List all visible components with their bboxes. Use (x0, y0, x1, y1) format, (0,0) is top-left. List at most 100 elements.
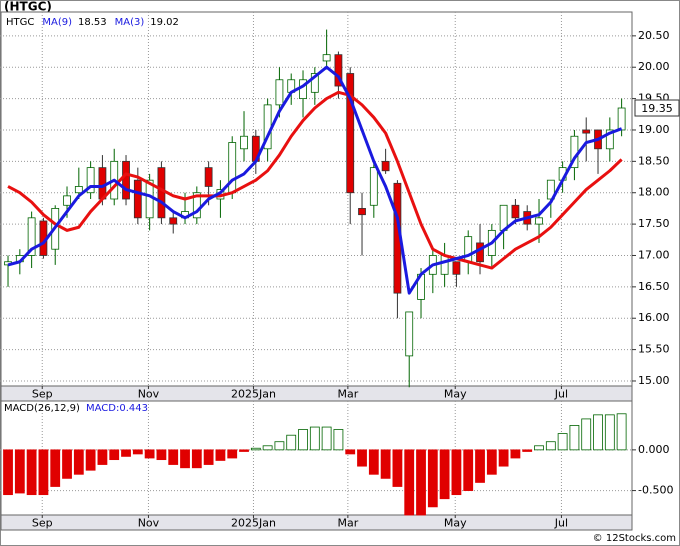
macd-bar (298, 429, 308, 451)
candle-body (122, 160, 130, 200)
legend-value: 18.53 (78, 17, 107, 28)
macd-bar (274, 441, 285, 451)
candle-body (63, 195, 71, 206)
macd-bar (368, 449, 379, 475)
macd-bar (380, 449, 391, 479)
price-tag-box (634, 99, 680, 117)
y-tick-label: 20.50 (638, 29, 670, 42)
x-tick-label: May (444, 388, 467, 401)
macd-bar (534, 445, 544, 451)
candle-body (192, 192, 201, 219)
macd-bar (227, 449, 238, 459)
macd-bar (439, 449, 450, 500)
x-tick-label: 2025Jan (231, 517, 276, 530)
plot-area (0, 11, 633, 387)
candle-body (157, 167, 166, 219)
y-tick-label: 19.00 (638, 123, 670, 136)
macd-bar (581, 418, 592, 451)
macd-bar (215, 449, 226, 461)
macd-bar (3, 449, 13, 496)
candle-body (334, 54, 343, 87)
moving-average-line (7, 90, 623, 270)
macd-bar (357, 449, 367, 467)
macd-title: MACD(26,12,9) (4, 403, 80, 414)
macd-readout: MACD:0.443 (86, 403, 148, 414)
chart-title: (HTGC) (4, 0, 52, 14)
macd-bar (593, 414, 603, 451)
macd-bar (321, 426, 332, 451)
candle-body (27, 217, 36, 256)
candle-body (204, 167, 213, 187)
macd-bar (38, 449, 49, 496)
y-tick-label: 17.50 (638, 217, 670, 230)
candle-body (617, 107, 626, 131)
macd-bar (97, 449, 108, 465)
candle-body (228, 142, 237, 194)
y-tick-label: 18.50 (638, 154, 670, 167)
y-tick-label: 0.000 (638, 443, 670, 456)
legend-name: MA(3) (115, 17, 145, 28)
macd-bar (262, 445, 273, 451)
candle-body (346, 73, 355, 194)
x-tick-label: Sep (32, 517, 53, 530)
candle-body (86, 167, 95, 194)
plot-area (0, 400, 633, 516)
candle-body (440, 255, 449, 275)
macd-bar (62, 449, 72, 479)
macd-bar (132, 449, 143, 455)
candle-body (452, 261, 461, 275)
macd-bar (416, 449, 426, 516)
macd-bar (404, 449, 415, 516)
candle-body (535, 217, 543, 225)
candle-body (169, 217, 178, 225)
macd-bar (427, 449, 438, 508)
candle-body (240, 135, 248, 150)
candle-body (358, 208, 366, 216)
candle-body (605, 129, 614, 150)
x-tick-label: Nov (138, 388, 160, 401)
candle-body (275, 79, 284, 106)
y-tick-label: -0.500 (638, 484, 673, 497)
price-tag: 19.35 (641, 102, 673, 115)
macd-bar (85, 449, 96, 471)
candle-body (464, 236, 473, 263)
candle-body (133, 179, 142, 219)
x-tick-label: Sep (32, 388, 53, 401)
x-tick-label: Nov (138, 517, 160, 530)
candle-body (476, 242, 484, 263)
macd-bar (156, 449, 167, 461)
candle-body (405, 311, 414, 357)
macd-bar (203, 449, 214, 465)
macd-bar (14, 449, 25, 494)
x-axis-strip (0, 385, 633, 402)
y-tick-label: 17.00 (638, 248, 670, 261)
macd-bar (309, 426, 320, 451)
macd-bar (392, 449, 403, 487)
macd-bar (522, 449, 533, 452)
moving-average-line (7, 65, 623, 295)
macd-bar (616, 413, 627, 451)
candle-body (369, 167, 378, 206)
macd-bar (50, 449, 61, 487)
legend-value: 19.02 (150, 17, 179, 28)
macd-bar (510, 449, 521, 459)
macd-bar (168, 449, 179, 465)
macd-bar (180, 449, 190, 469)
macd-bar (286, 434, 297, 451)
x-tick-label: Jul (554, 517, 568, 530)
macd-bar (26, 449, 37, 496)
macd-bar (569, 425, 580, 451)
macd-bar (463, 449, 474, 491)
watermark: © 12Stocks.com (593, 533, 676, 544)
macd-bar (451, 449, 462, 496)
candle-body (381, 160, 390, 172)
macd-bar (498, 449, 509, 467)
macd-bar (333, 429, 344, 451)
y-tick-label: 15.00 (638, 374, 670, 387)
macd-bar (73, 449, 84, 475)
macd-bar (475, 449, 485, 483)
candle-body (322, 54, 331, 62)
macd-bar (144, 449, 155, 459)
x-tick-label: 2025Jan (231, 388, 276, 401)
